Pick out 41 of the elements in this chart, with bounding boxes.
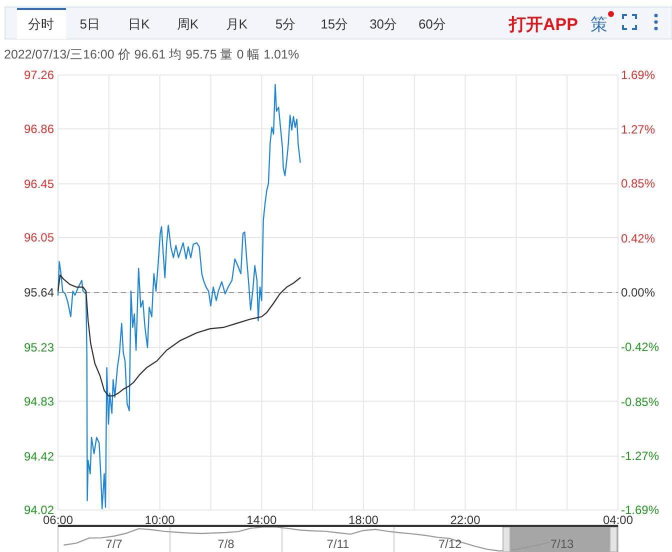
text: 60分 xyxy=(418,16,446,32)
text: 15分 xyxy=(320,16,348,32)
line-series xyxy=(57,274,301,396)
text: 30分 xyxy=(370,16,398,32)
text: 打开APP xyxy=(508,14,578,34)
y-tick-label: 95.23 xyxy=(24,340,54,355)
chart-subtitle: 2022/07/13/三16:00 价 96.61 均 95.75 量 0 幅 1.01% xyxy=(4,47,300,62)
line-series xyxy=(57,84,301,510)
y-tick-label: 96.45 xyxy=(24,176,54,191)
y2-tick-label: 0.85% xyxy=(621,176,656,190)
x-tick-label: 7/12 xyxy=(438,537,462,552)
text: 月K xyxy=(226,16,248,32)
x-tick-label: 04:00 xyxy=(602,513,634,528)
y-tick-label: 94.83 xyxy=(24,394,54,408)
y-tick-label: 96.05 xyxy=(24,230,54,245)
y-tick-label: 96.86 xyxy=(24,122,54,136)
x-tick-label: 7/7 xyxy=(106,537,123,552)
y-tick-label: 97.26 xyxy=(24,68,54,82)
x-tick-label: 7/8 xyxy=(218,537,235,552)
text: 分时 xyxy=(28,16,54,32)
text: 5日 xyxy=(80,16,100,32)
text: 5分 xyxy=(275,16,296,32)
y2-tick-label: 1.27% xyxy=(621,122,656,136)
text: 日K xyxy=(128,16,150,32)
text: 周K xyxy=(176,16,199,32)
x-tick-label: 7/11 xyxy=(326,537,350,552)
y2-tick-label: 1.69% xyxy=(621,68,656,82)
y-tick-label: 95.64 xyxy=(24,286,54,300)
text: 策 xyxy=(590,14,608,34)
y2-tick-label: 0.00% xyxy=(621,286,656,300)
x-tick-label: 14:00 xyxy=(246,513,277,528)
x-tick-label: 10:00 xyxy=(144,513,176,528)
x-tick-label: 7/13 xyxy=(550,537,574,552)
y2-tick-label: -1.27% xyxy=(621,449,660,464)
y-tick-label: 94.42 xyxy=(24,449,54,464)
x-tick-label: 18:00 xyxy=(348,513,379,528)
y2-tick-label: -0.42% xyxy=(621,340,660,354)
y2-tick-label: -0.85% xyxy=(621,395,660,410)
x-tick-label: 22:00 xyxy=(450,513,481,528)
x-tick-label: 06:00 xyxy=(42,513,74,528)
y2-tick-label: 0.42% xyxy=(621,232,656,246)
